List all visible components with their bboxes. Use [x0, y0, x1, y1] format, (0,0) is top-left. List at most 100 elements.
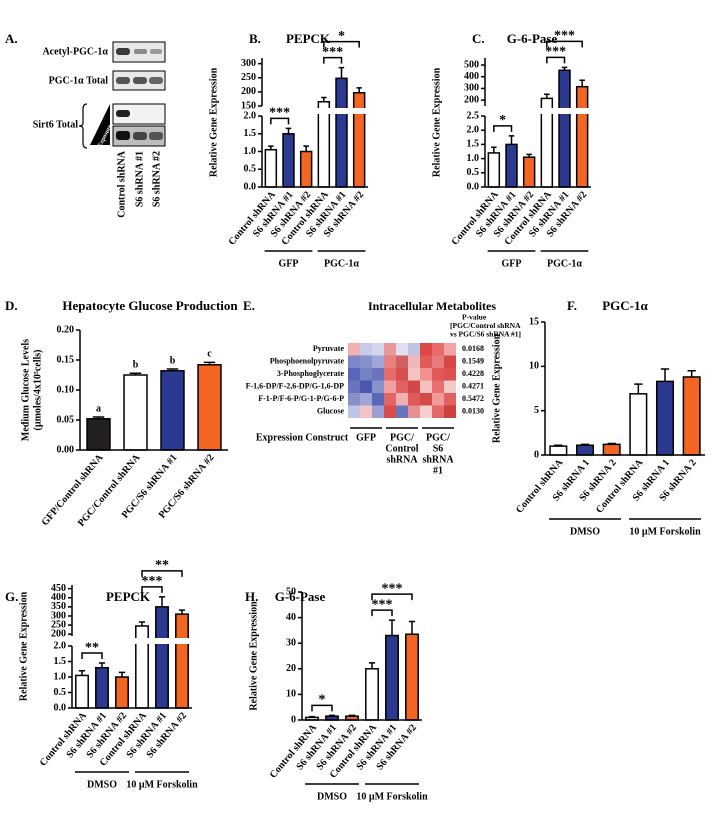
y-tick-label: 30 [286, 637, 296, 648]
heatmap-cell [384, 406, 396, 419]
blot-band [133, 77, 147, 84]
heatmap-cell [396, 393, 408, 406]
panel-label: F. [567, 298, 577, 313]
bar [406, 634, 418, 720]
heatmap-cell [348, 356, 360, 369]
heatmap-cell [372, 343, 384, 356]
panel-label: B. [249, 31, 261, 46]
blot-band [133, 132, 147, 140]
group-label: Control [385, 443, 418, 454]
group-label: PGC/ [426, 432, 450, 443]
y-tick-label: 2.0 [54, 640, 67, 651]
chart-title: PGC-1α [602, 298, 648, 313]
group-label: GFP [279, 258, 299, 269]
x-axis-label: Expression Construct [256, 432, 349, 443]
heatmap-cell [420, 381, 432, 394]
panel-label: C. [472, 31, 485, 46]
panel-label: D. [5, 298, 18, 313]
heatmap-cell [360, 393, 372, 406]
bar [318, 102, 329, 187]
x-tick-label: Control shRNA [594, 457, 646, 516]
heatmap-cell [348, 381, 360, 394]
y-axis-label: Relative Gene Expression [248, 601, 259, 711]
heatmap-cell [408, 406, 420, 419]
row-label: Glucose [317, 407, 345, 416]
bar [354, 93, 365, 187]
bar [550, 446, 567, 455]
significance-label: *** [372, 597, 393, 612]
error-bar [491, 147, 496, 153]
p-value: 0.0168 [462, 344, 484, 353]
error-bar [661, 369, 669, 381]
group-label: DMSO [87, 779, 117, 790]
heatmap-cell [420, 393, 432, 406]
group-label: 10 µM Forskolin [126, 779, 198, 790]
heatmap-cell [360, 406, 372, 419]
group-label: DMSO [570, 526, 600, 537]
significance-label: *** [554, 29, 575, 44]
bar [198, 365, 221, 450]
heatmap-cell [360, 343, 372, 356]
y-tick-label: 10 [286, 689, 296, 700]
heatmap-cell [396, 343, 408, 356]
heatmap-cell [396, 356, 408, 369]
row-label: Pyruvate [313, 344, 345, 353]
heatmap-cell [408, 381, 420, 394]
significance-label: *** [545, 45, 566, 60]
heatmap-cell [384, 343, 396, 356]
x-tick-label: PGC/Control shRNA [76, 452, 143, 529]
y-tick-label: 1.5 [54, 656, 67, 667]
panel-label: A. [5, 31, 18, 46]
bar [559, 70, 570, 187]
blot-band [116, 110, 130, 117]
y-tick-label: 40 [286, 612, 296, 623]
heatmap-cell [384, 368, 396, 381]
bar [386, 636, 398, 720]
group-label: 10 µM Forskolin [356, 791, 428, 802]
heatmap-cell [372, 406, 384, 419]
bar [336, 78, 347, 187]
error-bar [286, 128, 291, 133]
heatmap-cell [444, 406, 456, 419]
bar-letter: a [96, 403, 101, 414]
y-tick-label: 2.5 [467, 110, 480, 121]
significance-label: *** [322, 45, 343, 60]
error-bar [579, 80, 584, 86]
y-axis-label: Relative Gene Expression [491, 333, 502, 443]
y-axis-label: (µmoles/4x10⁵cells) [32, 350, 43, 431]
group-label: 10 µM Forskolin [629, 526, 701, 537]
y-tick-label: 1.5 [244, 128, 257, 139]
heatmap-cell [444, 393, 456, 406]
heatmap-cell [408, 343, 420, 356]
chart-title: PEPCK [106, 589, 151, 604]
error-bar [634, 384, 642, 394]
y-tick-label: 20 [286, 663, 296, 674]
panel-label: G. [5, 589, 18, 604]
blot-panel: A. Acetyl-PGC-1α PGC-1α Total Sirt6 Tota… [5, 31, 165, 218]
x-tick-label: GFP/Control shRNA [40, 452, 106, 528]
heatmap-cell [444, 343, 456, 356]
x-tick-label: Control shRNA [514, 457, 566, 516]
bar [603, 444, 620, 455]
bar [265, 150, 276, 187]
row-label: 3-Phosphoglycerate [277, 369, 345, 378]
heatmap-cell [348, 343, 360, 356]
y-tick-label: 450 [51, 583, 66, 594]
bar [630, 394, 647, 455]
bar [683, 377, 700, 455]
heatmap-cell [420, 406, 432, 419]
heatmap-cell [432, 393, 444, 406]
y-tick-label: 0 [534, 449, 539, 460]
bar-letter: b [133, 359, 139, 370]
heatmap-cell [444, 356, 456, 369]
blot-row-label: Acetyl-PGC-1α [42, 46, 108, 57]
y-tick-label: 200 [464, 94, 479, 105]
bar [657, 381, 674, 455]
heatmap-cell [372, 393, 384, 406]
y-tick-label: 2.0 [244, 110, 257, 121]
significance-label: *** [382, 581, 403, 596]
heatmap-cell [372, 356, 384, 369]
heatmap-cell [408, 368, 420, 381]
row-label: F-1-P/F-6-P/G-1-P/G-6-P [258, 394, 344, 403]
